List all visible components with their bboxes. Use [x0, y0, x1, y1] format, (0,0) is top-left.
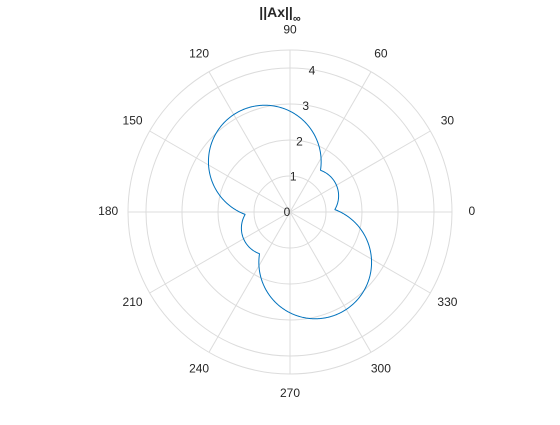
angle-tick-label-60: 60: [374, 47, 388, 61]
angle-tick-label-120: 120: [189, 47, 209, 61]
chart-title: ||Ax||∞: [0, 4, 560, 25]
angle-tick-label-180: 180: [98, 204, 118, 218]
axis-labels: 0 30 60 90 120 150 180 210 240 270 300 330 0 1 2 3 4: [98, 22, 475, 400]
angular-spoke-330: [289, 211, 431, 294]
angular-spoke-60: [289, 71, 372, 213]
radius-tick-label-3: 3: [302, 99, 309, 113]
data-curve-0: [207, 104, 373, 320]
angle-tick-label-330: 330: [437, 295, 457, 309]
radius-tick-label-0: 0: [284, 205, 291, 219]
angle-tick-label-150: 150: [123, 113, 143, 127]
angular-spoke-150: [149, 130, 291, 213]
angle-tick-label-240: 240: [189, 362, 209, 376]
angle-tick-label-0: 0: [468, 204, 475, 218]
angle-tick-label-210: 210: [123, 295, 143, 309]
radius-tick-label-4: 4: [309, 63, 316, 77]
radius-tick-label-1: 1: [290, 170, 297, 184]
angle-tick-label-30: 30: [441, 113, 455, 127]
radius-tick-label-2: 2: [296, 134, 303, 148]
angle-tick-label-90: 90: [283, 22, 297, 36]
angular-spoke-300: [289, 211, 372, 353]
chart-title-subscript: ∞: [292, 13, 301, 25]
angle-tick-label-300: 300: [371, 362, 391, 376]
angle-tick-label-270: 270: [280, 386, 300, 400]
angular-spoke-120: [208, 71, 291, 213]
angular-spoke-240: [208, 211, 291, 353]
angular-spoke-30: [289, 130, 431, 213]
data-layer: [207, 104, 373, 320]
angular-spoke-210: [149, 211, 291, 294]
polar-grid: [127, 49, 453, 375]
chart-title-main: ||Ax||: [259, 4, 293, 20]
